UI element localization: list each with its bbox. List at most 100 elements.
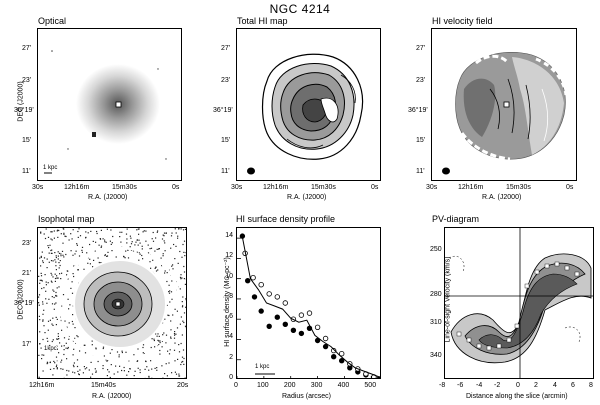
total-hi-xtick: 30s	[231, 184, 243, 191]
profile-point-open	[322, 335, 329, 342]
pv-ytick: 250	[430, 246, 442, 253]
optical-xtick: 0s	[172, 184, 180, 191]
profile-xtick-label: 100	[257, 382, 269, 389]
velocity-ytick: 36°19'	[408, 107, 428, 114]
velocity-field-map	[431, 28, 577, 181]
total-hi-x-axis-label: R.A. (J2000)	[287, 194, 327, 201]
profile-xtick-label: 0	[234, 382, 238, 389]
pv-ytick: 310	[430, 319, 442, 326]
isophotal-drawing	[38, 228, 186, 378]
isophotal-ytick: 21'	[22, 270, 32, 277]
pv-diagram	[444, 227, 594, 379]
velocity-ytick: 23'	[416, 77, 426, 84]
profile-annotation: 1 kpc	[255, 364, 270, 370]
total-hi-panel-title: Total HI map	[237, 16, 288, 26]
profile-ytick-label: 14	[225, 232, 233, 240]
isophotal-x-axis-label: R.A. (J2000)	[92, 393, 132, 400]
optical-ytick: 11'	[22, 168, 31, 175]
total-hi-contours	[247, 53, 364, 175]
pv-xtick: -6	[457, 382, 464, 389]
velocity-ytick: 15'	[416, 137, 426, 144]
profile-point-filled	[282, 321, 288, 327]
profile-point-open	[258, 282, 264, 288]
profile-ytick-label: 10	[225, 272, 233, 280]
profile-point-open	[274, 294, 280, 300]
figure-title: NGC 4214	[269, 2, 331, 16]
optical-ytick: 23'	[22, 77, 32, 84]
velocity-panel-title: HI velocity field	[432, 16, 493, 26]
velocity-field-drawing	[442, 52, 568, 175]
optical-ytick: 36°19'	[14, 107, 34, 114]
profile-xtick-label: 500	[364, 382, 377, 389]
profile-xtick-label: 400	[337, 382, 350, 389]
velocity-x-axis-label: R.A. (J2000)	[482, 194, 522, 201]
pv-xtick: 4	[553, 382, 557, 389]
profile-xtick-label: 300	[310, 382, 323, 389]
total-hi-xtick: 15m30s	[311, 184, 336, 191]
optical-y-axis-label: DEC (J2000)	[17, 81, 25, 122]
profile-ytick-label: 2	[229, 353, 233, 361]
profile-point-filled	[274, 314, 280, 320]
isophotal-panel-title: Isophotal map	[38, 214, 95, 224]
profile-ytick-label: 6	[229, 313, 233, 321]
profile-point-open	[306, 310, 313, 316]
profile-ytick-label: 12	[225, 252, 233, 260]
optical-ytick: 15'	[22, 137, 32, 144]
profile-point-filled	[290, 327, 297, 333]
profile-model-line	[241, 237, 380, 378]
profile-point-filled	[314, 337, 321, 344]
velocity-ytick: 11'	[416, 168, 425, 175]
pv-xtick: -2	[494, 382, 501, 389]
pv-y-axis-label: Line-of-sight Velocity (km/s)	[444, 256, 452, 343]
total-hi-ytick: 23'	[221, 77, 231, 84]
total-hi-xtick: 0s	[371, 184, 379, 191]
profile-point-filled	[244, 278, 251, 284]
isophotal-ytick: 36°19'	[14, 300, 34, 307]
total-hi-ytick: 15'	[221, 137, 231, 144]
optical-xtick: 15m30s	[112, 184, 137, 191]
optical-galaxy-drawing	[44, 50, 167, 174]
pv-xtick: 8	[589, 382, 593, 389]
profile-panel-title: HI surface density profile	[236, 214, 336, 224]
total-hi-map	[236, 28, 381, 181]
profile-y-axis-label: HI surface density (M⊙ pc⁻²)	[224, 257, 231, 347]
profile-point-filled	[330, 353, 337, 360]
velocity-xtick: 30s	[426, 184, 438, 191]
pv-xtick: 6	[571, 382, 575, 389]
pv-ytick: 280	[430, 291, 442, 298]
optical-ytick: 27'	[22, 45, 32, 52]
optical-xtick: 30s	[32, 184, 44, 191]
isophotal-scalebar-label: 1kpc	[44, 346, 57, 352]
profile-x-axis-label: Radius (arcsec)	[282, 393, 332, 400]
optical-image: 1 kpc	[37, 28, 182, 181]
profile-ytick-label: 0	[229, 374, 233, 381]
isophotal-xtick: 15m40s	[91, 382, 116, 389]
profile-chart	[237, 233, 380, 378]
optical-panel-title: Optical	[38, 16, 67, 26]
profile-point-filled	[266, 323, 272, 329]
profile-xtick-label: 200	[283, 382, 296, 389]
pv-xtick: 0	[516, 382, 520, 389]
isophotal-ytick: 17'	[22, 341, 32, 348]
profile-point-filled	[322, 343, 329, 350]
velocity-xtick: 12h16m	[458, 184, 484, 191]
pv-x-axis-label: Distance along the slice (arcmin)	[466, 393, 568, 400]
optical-xtick: 12h16m	[64, 184, 90, 191]
isophotal-map: 1kpc	[37, 227, 187, 379]
pv-ytick: 340	[430, 352, 442, 359]
isophotal-ytick: 23'	[22, 240, 32, 247]
profile-point-open	[250, 275, 256, 281]
profile-ytick-label: 8	[229, 292, 233, 300]
profile-ytick-label: 4	[229, 333, 233, 341]
profile-point-filled	[258, 308, 264, 314]
profile-point-filled	[298, 330, 305, 337]
total-hi-ytick: 36°19'	[213, 107, 233, 114]
pv-xtick: -8	[439, 382, 446, 389]
profile-point-filled	[338, 357, 345, 364]
pv-xtick: 2	[534, 382, 538, 389]
profile-point-open	[338, 350, 345, 357]
profile-point-open	[266, 291, 272, 297]
isophotal-xtick: 12h16m	[29, 382, 55, 389]
profile-plot-area: 1 kpc	[236, 227, 381, 379]
profile-point-open	[282, 300, 288, 306]
